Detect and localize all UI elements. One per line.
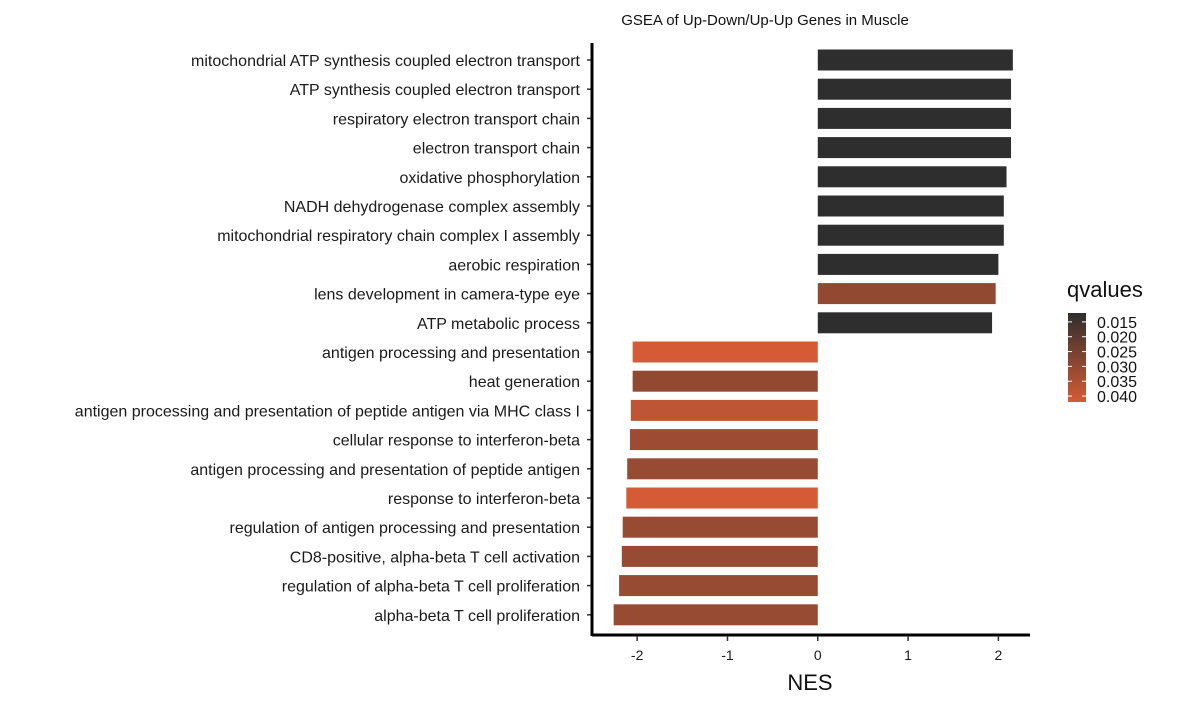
category-label-17: CD8-positive, alpha-beta T cell activati… — [290, 549, 580, 566]
category-label-13: cellular response to interferon-beta — [333, 433, 580, 450]
bar-14 — [627, 458, 818, 480]
legend-label-0: 0.015 — [1097, 315, 1137, 332]
x-tick-label-2: 0 — [814, 647, 822, 663]
category-label-7: aerobic respiration — [448, 257, 580, 274]
legend-label-5: 0.040 — [1097, 389, 1137, 406]
x-axis-ticks: -2 -1 0 1 2 — [631, 636, 1002, 663]
legend-label-1: 0.020 — [1097, 330, 1137, 347]
category-label-16: regulation of antigen processing and pre… — [230, 520, 580, 537]
category-label-9: ATP metabolic process — [417, 316, 580, 333]
category-label-5: NADH dehydrogenase complex assembly — [284, 199, 580, 216]
category-label-15: response to interferon-beta — [388, 491, 580, 508]
bar-8 — [817, 283, 996, 305]
bar-2 — [817, 107, 1012, 129]
bar-5 — [817, 195, 1004, 217]
bar-15 — [626, 487, 818, 509]
category-label-3: electron transport chain — [413, 141, 580, 158]
category-label-4: oxidative phosphorylation — [399, 170, 580, 187]
category-label-6: mitochondrial respiratory chain complex … — [217, 228, 580, 245]
bar-6 — [817, 224, 1004, 246]
bar-1 — [817, 78, 1012, 100]
bar-9 — [817, 312, 993, 334]
bars-layer — [613, 49, 1013, 626]
x-tick-label-4: 2 — [994, 647, 1002, 663]
category-label-18: regulation of alpha-beta T cell prolifer… — [282, 579, 580, 596]
legend-label-4: 0.035 — [1097, 374, 1137, 391]
legend-title: qvalues — [1067, 277, 1143, 302]
bar-16 — [622, 516, 818, 538]
category-label-10: antigen processing and presentation — [322, 345, 580, 362]
category-label-14: antigen processing and presentation of p… — [190, 462, 580, 479]
bar-10 — [632, 341, 818, 363]
x-tick-label-0: -2 — [631, 647, 644, 663]
legend-label-2: 0.025 — [1097, 345, 1137, 362]
x-tick-label-1: -1 — [721, 647, 734, 663]
bar-4 — [817, 166, 1007, 188]
bar-3 — [817, 137, 1012, 159]
bar-19 — [613, 604, 818, 626]
bar-18 — [619, 575, 818, 597]
legend-colorbar — [1068, 313, 1086, 402]
category-label-19: alpha-beta T cell proliferation — [374, 608, 580, 625]
category-label-0: mitochondrial ATP synthesis coupled elec… — [191, 53, 581, 70]
category-labels: mitochondrial ATP synthesis coupled elec… — [75, 53, 592, 625]
bar-11 — [632, 370, 818, 392]
x-axis-label: NES — [787, 670, 832, 695]
category-label-2: respiratory electron transport chain — [333, 111, 580, 128]
bar-0 — [817, 49, 1013, 71]
bar-7 — [817, 253, 999, 275]
category-label-11: heat generation — [469, 374, 580, 391]
category-label-8: lens development in camera-type eye — [314, 287, 580, 304]
bar-12 — [630, 399, 818, 421]
chart-title: GSEA of Up-Down/Up-Up Genes in Muscle — [621, 12, 909, 29]
bar-17 — [621, 545, 818, 567]
category-label-1: ATP synthesis coupled electron transport — [290, 82, 581, 99]
x-tick-label-3: 1 — [904, 647, 912, 663]
category-label-12: antigen processing and presentation of p… — [75, 403, 580, 420]
bar-13 — [629, 429, 818, 451]
legend-label-3: 0.030 — [1097, 359, 1137, 376]
